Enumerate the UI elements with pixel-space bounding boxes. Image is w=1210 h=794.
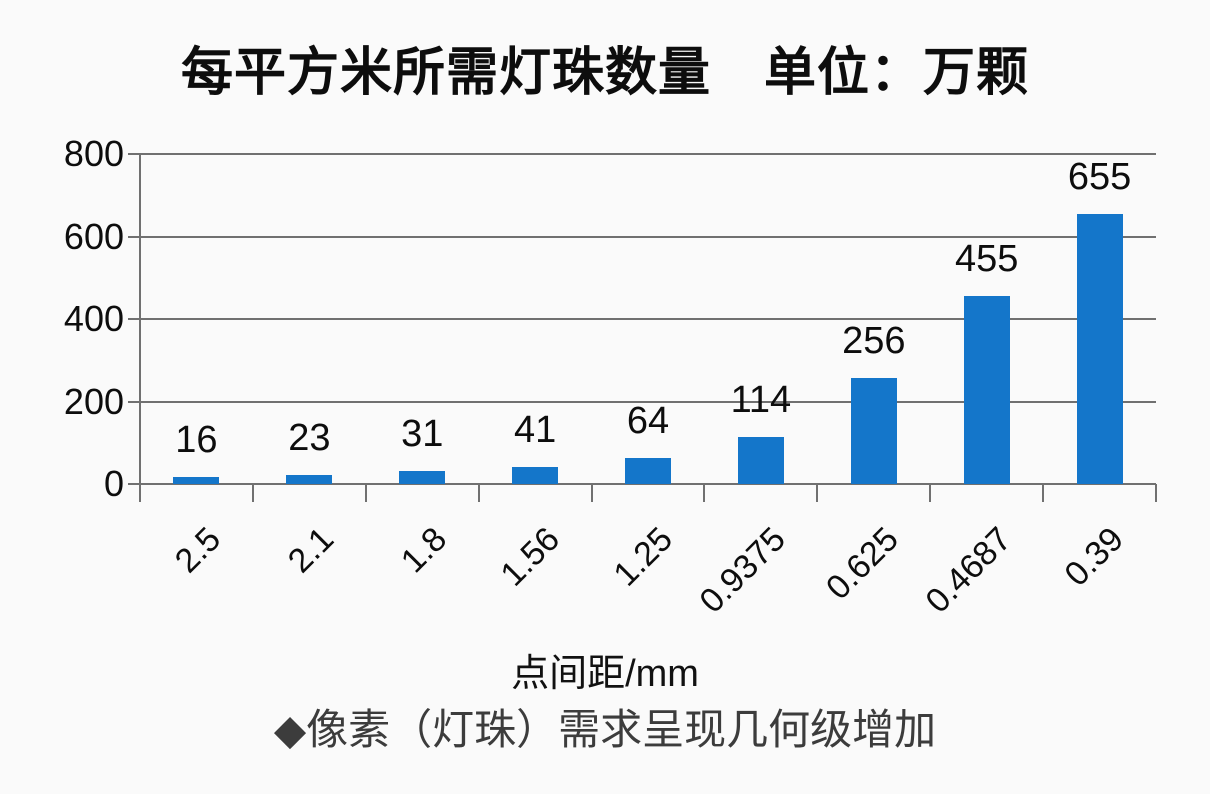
y-tick-mark (128, 235, 140, 238)
bar-value-label: 256 (842, 320, 906, 363)
bar (173, 477, 220, 484)
y-gridline (140, 153, 1156, 155)
y-tick-label: 800 (63, 133, 124, 174)
bar (625, 457, 671, 484)
bar (1076, 213, 1123, 484)
x-axis-title: 点间距/mm (511, 653, 699, 695)
y-tick-mark (128, 483, 140, 485)
y-tick-label: 400 (63, 298, 124, 339)
y-gridline (140, 400, 1156, 403)
bar-value-label: 114 (730, 378, 792, 421)
x-tick-mark (1155, 484, 1157, 502)
bar-value-label: 655 (1067, 155, 1132, 198)
y-tick-label: 600 (63, 215, 124, 257)
bar (737, 436, 784, 484)
y-axis-line (139, 154, 141, 502)
y-gridline (140, 483, 1156, 485)
x-tick-mark (703, 484, 706, 502)
y-tick-label: 200 (63, 380, 124, 422)
y-gridline (140, 318, 1156, 320)
x-tick-mark (251, 484, 254, 502)
bar-value-label: 23 (288, 416, 331, 459)
x-tick-mark (929, 484, 932, 502)
y-gridline (140, 235, 1156, 238)
bar (963, 296, 1010, 484)
bar (399, 471, 446, 484)
bar-value-label: 31 (401, 413, 444, 456)
x-tick-mark (364, 484, 367, 502)
bar-value-label: 41 (513, 409, 557, 452)
x-tick-mark (590, 484, 593, 502)
x-category-label-text: 0.39 (1057, 520, 1132, 594)
bar-value-label: 64 (626, 399, 670, 442)
y-tick-mark (128, 400, 140, 403)
chart-title: 每平方米所需灯珠数量 单位：万颗 (180, 44, 1029, 102)
y-tick-mark (128, 318, 140, 320)
x-tick-mark (477, 484, 480, 502)
bar (286, 474, 333, 484)
y-tick-mark (128, 153, 140, 155)
x-category-label: 0.39 (925, 520, 1132, 594)
bar (850, 378, 897, 484)
bar (512, 467, 559, 484)
chart-caption: ◆像素（灯珠）需求呈现几何级增加 (273, 706, 937, 753)
bar-value-label: 16 (175, 419, 218, 462)
x-tick-mark (1042, 484, 1045, 502)
y-tick-label: 0 (103, 463, 124, 504)
x-tick-mark (816, 484, 819, 502)
bar-value-label: 455 (954, 238, 1019, 281)
